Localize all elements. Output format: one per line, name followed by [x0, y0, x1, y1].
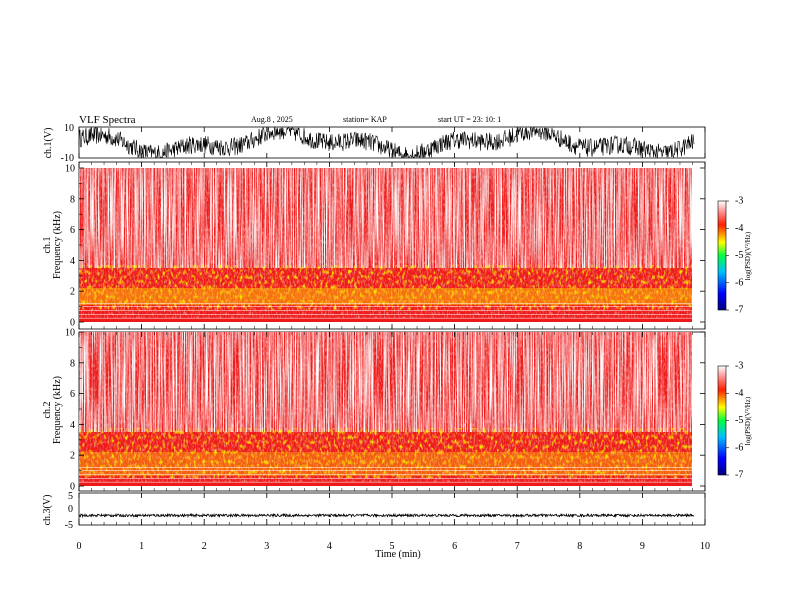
ch2-colorbar: -3 -4 -5 -6 -7 log(PSD)(V²/Hz)	[717, 361, 752, 481]
spec-ytick-label: 2	[70, 287, 75, 298]
spec-ytick-label: 0	[70, 318, 75, 329]
ch2-spectrogram-panel: 0 2 4 6 8 10 ch.2 Frequency (kHz)	[42, 328, 706, 493]
ch3-ylabel: ch.3(V)	[42, 495, 53, 526]
x-tick-label: 4	[327, 541, 332, 552]
x-tick-label: 0	[77, 541, 82, 552]
ch1-colorbar-label: log(PSD)(V²/Hz)	[744, 231, 752, 280]
ch1-spec-ylabel-line1: ch.1	[42, 237, 53, 254]
spec-ytick-label: 4	[70, 420, 75, 431]
spec-ytick-label: 8	[70, 358, 75, 369]
date-label: Aug.8 , 2025	[251, 115, 293, 124]
ch3-ytick-mid: 0	[68, 504, 73, 515]
ch1-ytick-top: 10	[64, 123, 74, 134]
ch1-spectrogram-panel: 0 2 4 6 8 10 ch.1 Frequency (kHz)	[42, 161, 706, 330]
spec-ytick-label: 2	[70, 451, 75, 462]
ch1-ytick-bottom: -10	[61, 153, 74, 164]
spec-ytick-label: 10	[65, 328, 75, 339]
ch3-ytick-top: 5	[68, 491, 73, 502]
figure-title: VLF Spectra	[79, 114, 136, 126]
ch1-waveform-line	[78, 127, 695, 159]
x-tick-label: 6	[452, 541, 457, 552]
start-time-label: start UT = 23: 10: 1	[438, 115, 501, 124]
spec-ytick-label: 0	[70, 482, 75, 493]
colorbar-tick-label: -7	[735, 305, 743, 316]
ch2-colorbar-label: log(PSD)(V²/Hz)	[744, 396, 752, 445]
ch2-spec-yellow	[79, 428, 692, 478]
colorbar-tick-label: -6	[735, 442, 743, 453]
ch2-spec-ylabel-line2: Frequency (kHz)	[52, 376, 63, 444]
ch1-spec-ylabel-line2: Frequency (kHz)	[52, 211, 63, 279]
spec-ytick-label: 4	[70, 256, 75, 267]
x-tick-label: 1	[139, 541, 144, 552]
x-tick-label: 10	[700, 541, 710, 552]
ch3-ytick-bottom: -5	[65, 520, 73, 531]
colorbar-tick-label: -4	[735, 223, 743, 234]
spec-ytick-label: 10	[65, 164, 75, 175]
station-label: station= KAP	[343, 115, 387, 124]
x-tick-label: 3	[264, 541, 269, 552]
spec-ytick-label: 6	[70, 225, 75, 236]
ch1-ylabel: ch.1(V)	[43, 128, 54, 159]
colorbar-tick-label: -5	[735, 415, 743, 426]
spec-ytick-label: 8	[70, 194, 75, 205]
ch2-spec-ylabel-line1: ch.2	[42, 402, 53, 419]
ch1-waveform-panel: 10 -10 ch.1(V)	[43, 123, 706, 164]
colorbar-tick-label: -6	[735, 277, 743, 288]
x-tick-label: 5	[390, 541, 395, 552]
ch1-colorbar: -3 -4 -5 -6 -7 log(PSD)(V²/Hz)	[717, 196, 752, 316]
x-tick-label: 9	[640, 541, 645, 552]
colorbar-tick-label: -7	[735, 470, 743, 481]
x-tick-label: 8	[577, 541, 582, 552]
spec-ytick-label: 6	[70, 389, 75, 400]
ch3-waveform-line	[78, 512, 695, 519]
colorbar-tick-label: -5	[735, 250, 743, 261]
ch1-spec-yellow	[79, 265, 692, 310]
x-tick-label: 7	[515, 541, 520, 552]
colorbar-tick-label: -4	[735, 388, 743, 399]
colorbar-tick-label: -3	[735, 196, 743, 207]
x-tick-label: 2	[202, 541, 207, 552]
x-axis-label: Time (min)	[375, 549, 420, 560]
colorbar-tick-label: -3	[735, 361, 743, 372]
time-axis: 0 1 2 3 4 5 6 7 8 9 10	[77, 127, 710, 552]
